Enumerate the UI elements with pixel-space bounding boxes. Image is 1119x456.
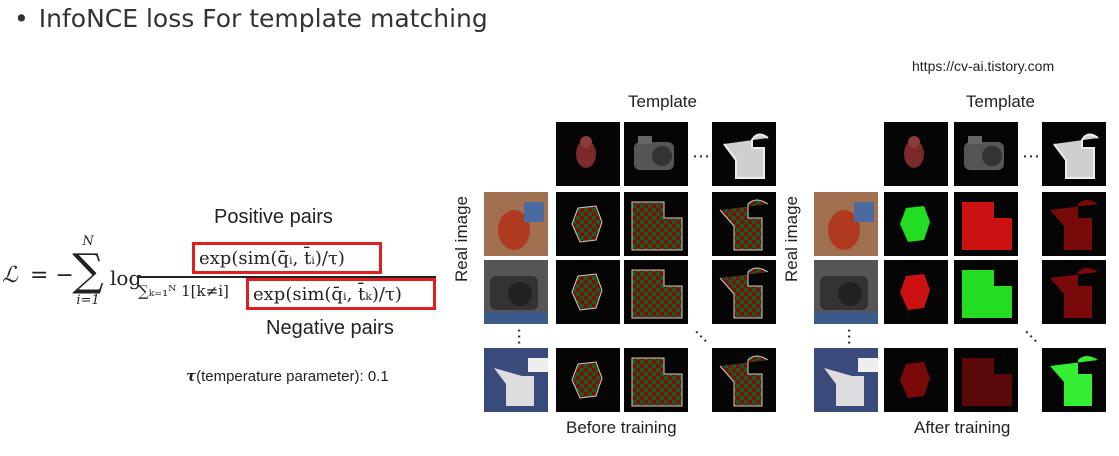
loss-symbol: ℒ: [2, 263, 18, 288]
score-cell: [624, 192, 688, 256]
tau-symbol: τ: [186, 367, 197, 385]
sum-bottom: i=1: [76, 293, 100, 308]
real-image-watering-can: [814, 348, 878, 412]
temperature-note: τ(temperature parameter): 0.1: [186, 367, 389, 385]
sum-symbol: ∑: [72, 245, 104, 296]
score-cell-negative: [884, 260, 948, 324]
negative-pairs-label: Negative pairs: [266, 317, 394, 339]
score-cell-negative: [954, 348, 1018, 412]
real-image-label: Real image: [452, 196, 471, 282]
template-header: Template: [966, 92, 1035, 111]
sum-top: N: [82, 234, 94, 249]
tau-text: (temperature parameter): 0.1: [196, 368, 389, 385]
score-cell: [624, 260, 688, 324]
template-camera: [954, 122, 1018, 186]
real-image-camera: [814, 260, 878, 324]
log-operator: log: [110, 266, 142, 290]
numerator-box: exp(sim(q̄ᵢ, t̄ᵢ)/τ): [192, 242, 382, 274]
score-cell-negative: [884, 348, 948, 412]
after-training-panel: Template Real image After training ⋯ ⋯ ⋯: [782, 86, 1119, 446]
before-training-label: Before training: [566, 418, 677, 437]
template-figurine: [884, 122, 948, 186]
score-cell: [556, 260, 620, 324]
score-cell: [624, 348, 688, 412]
source-url: https://cv-ai.tistory.com: [912, 58, 1055, 74]
template-watering-can: [1042, 122, 1106, 186]
real-image-label: Real image: [782, 196, 801, 282]
after-training-label: After training: [914, 418, 1011, 437]
score-cell-negative: [954, 192, 1018, 256]
real-ellipsis: ⋯: [508, 327, 530, 346]
template-ellipsis: ⋯: [1022, 146, 1040, 167]
score-cell-negative: [1042, 192, 1106, 256]
real-image-watering-can: [484, 348, 548, 412]
title-text: InfoNCE loss For template matching: [38, 4, 488, 33]
template-figurine: [556, 122, 620, 186]
score-cell-positive: [884, 192, 948, 256]
template-header: Template: [628, 92, 697, 111]
fraction-line: [138, 276, 436, 278]
real-image-figurine: [484, 192, 548, 256]
infonce-formula: ℒ = − N ∑ i=1 log exp(sim(q̄ᵢ, t̄ᵢ)/τ) ∑…: [0, 208, 460, 358]
template-camera: [624, 122, 688, 186]
real-image-figurine: [814, 192, 878, 256]
grid-ellipsis: ⋯: [1017, 322, 1045, 351]
title-bullet: •: [14, 4, 29, 33]
equals-minus: = −: [30, 263, 74, 288]
score-cell-positive: [1042, 348, 1106, 412]
score-cell-negative: [1042, 260, 1106, 324]
score-cell: [712, 260, 776, 324]
denominator-box: exp(sim(q̄ᵢ, t̄ₖ)/τ): [246, 278, 436, 310]
real-image-camera: [484, 260, 548, 324]
positive-pairs-label: Positive pairs: [214, 206, 333, 228]
real-ellipsis: ⋯: [838, 327, 860, 346]
score-cell-positive: [954, 260, 1018, 324]
template-ellipsis: ⋯: [692, 146, 710, 167]
slide-title: • InfoNCE loss For template matching: [14, 4, 488, 33]
score-cell: [556, 192, 620, 256]
summation: N ∑ i=1: [68, 234, 108, 308]
score-cell: [712, 348, 776, 412]
score-cell: [556, 348, 620, 412]
denominator-sum: ∑ₖ₌₁ᴺ 1[k≠i]: [138, 282, 229, 300]
before-training-panel: Template Real image Before training ⋯ ⋯ …: [452, 86, 796, 446]
score-cell: [712, 192, 776, 256]
grid-ellipsis: ⋯: [687, 322, 715, 351]
template-watering-can: [712, 122, 776, 186]
